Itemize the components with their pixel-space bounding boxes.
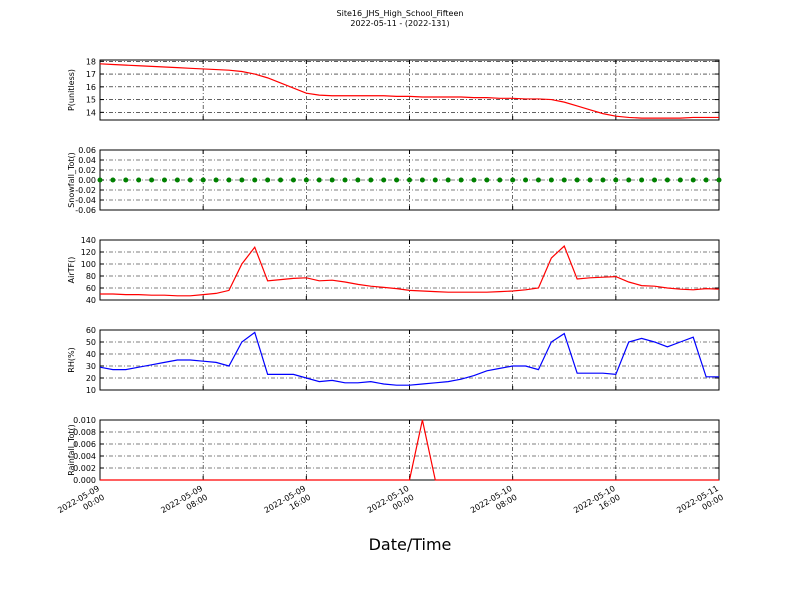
data-point	[368, 177, 374, 183]
y-tick-label: 0.04	[78, 156, 96, 165]
y-tick-label: 40	[86, 350, 96, 359]
y-tick-label: 0.006	[73, 440, 96, 449]
data-point	[187, 177, 193, 183]
data-line	[100, 244, 720, 297]
data-point	[407, 177, 412, 183]
data-point	[278, 177, 284, 183]
data-line	[100, 419, 719, 481]
data-point	[149, 177, 155, 183]
data-point	[432, 177, 438, 183]
y-tick-label: 0.008	[73, 428, 96, 437]
data-point	[213, 177, 219, 183]
data-point	[110, 177, 116, 183]
y-tick-label: 18	[86, 57, 96, 66]
y-tick-label: 0.02	[78, 166, 96, 175]
y-tick-label: 0.002	[73, 464, 96, 473]
data-point	[161, 177, 167, 183]
data-point	[471, 177, 477, 183]
y-tick-label: -0.04	[75, 196, 96, 205]
data-point	[265, 177, 271, 183]
y-axis-label: Rainfall_Tot()	[67, 424, 76, 476]
data-point	[252, 177, 258, 183]
data-point	[329, 177, 335, 183]
data-point	[613, 177, 619, 183]
data-point	[652, 177, 658, 183]
data-point	[535, 177, 541, 183]
x-axis-label: Date/Time	[369, 535, 452, 554]
y-tick-label: 0.06	[78, 146, 96, 155]
data-point	[626, 177, 632, 183]
data-point	[419, 177, 425, 183]
y-tick-label: 16	[86, 83, 96, 92]
y-tick-label: 120	[81, 248, 96, 257]
data-point	[226, 177, 232, 183]
data-point	[561, 177, 567, 183]
y-tick-label: 140	[81, 236, 96, 245]
chart-title: Site16_JHS_High_School_Fifteen	[337, 9, 464, 18]
y-tick-label: 60	[86, 284, 96, 293]
data-point	[381, 177, 387, 183]
data-point	[639, 177, 645, 183]
y-tick-label: 15	[86, 96, 96, 105]
data-point	[239, 177, 245, 183]
data-point	[123, 177, 129, 183]
data-point	[303, 177, 309, 183]
data-point	[574, 177, 580, 183]
data-point	[445, 177, 451, 183]
y-tick-label: 60	[86, 326, 96, 335]
data-point	[136, 177, 142, 183]
y-tick-label: 0.010	[73, 416, 96, 425]
y-tick-label: 17	[86, 70, 96, 79]
data-point	[355, 177, 361, 183]
y-tick-label: 0.000	[73, 476, 96, 485]
data-point	[523, 177, 529, 183]
y-axis-label: P(unitless)	[67, 69, 76, 111]
data-point	[703, 177, 709, 183]
data-point	[290, 177, 296, 183]
chart-subtitle: 2022-05-11 - (2022-131)	[350, 19, 449, 28]
y-tick-label: 100	[81, 260, 96, 269]
data-point	[342, 177, 348, 183]
data-point	[174, 177, 180, 183]
y-tick-label: 0.004	[73, 452, 96, 461]
data-point	[97, 177, 103, 183]
y-tick-label: -0.02	[75, 186, 96, 195]
data-point	[510, 177, 516, 183]
y-tick-label: 0.00	[78, 176, 96, 185]
data-point	[664, 177, 670, 183]
y-axis-label: Snowfall_Tot()	[67, 152, 76, 208]
y-axis-label: AirTF()	[67, 257, 76, 284]
y-tick-label: 80	[86, 272, 96, 281]
y-tick-label: 50	[86, 338, 96, 347]
y-tick-label: 14	[86, 108, 96, 117]
data-point	[458, 177, 464, 183]
y-tick-label: 10	[86, 386, 96, 395]
y-tick-label: 20	[86, 374, 96, 383]
data-point	[548, 177, 554, 183]
y-tick-label: 30	[86, 362, 96, 371]
data-point	[484, 177, 490, 183]
data-point	[394, 177, 400, 183]
y-tick-label: -0.06	[75, 206, 96, 215]
data-point	[600, 177, 606, 183]
data-point	[200, 177, 206, 183]
data-point	[716, 177, 722, 183]
data-line	[99, 331, 719, 386]
data-line	[99, 63, 719, 119]
data-point	[497, 177, 503, 183]
data-point	[587, 177, 593, 183]
data-point	[690, 177, 696, 183]
data-point	[677, 177, 683, 183]
data-point	[316, 177, 322, 183]
y-axis-label: RH(%)	[67, 347, 76, 372]
y-tick-label: 40	[86, 296, 96, 305]
